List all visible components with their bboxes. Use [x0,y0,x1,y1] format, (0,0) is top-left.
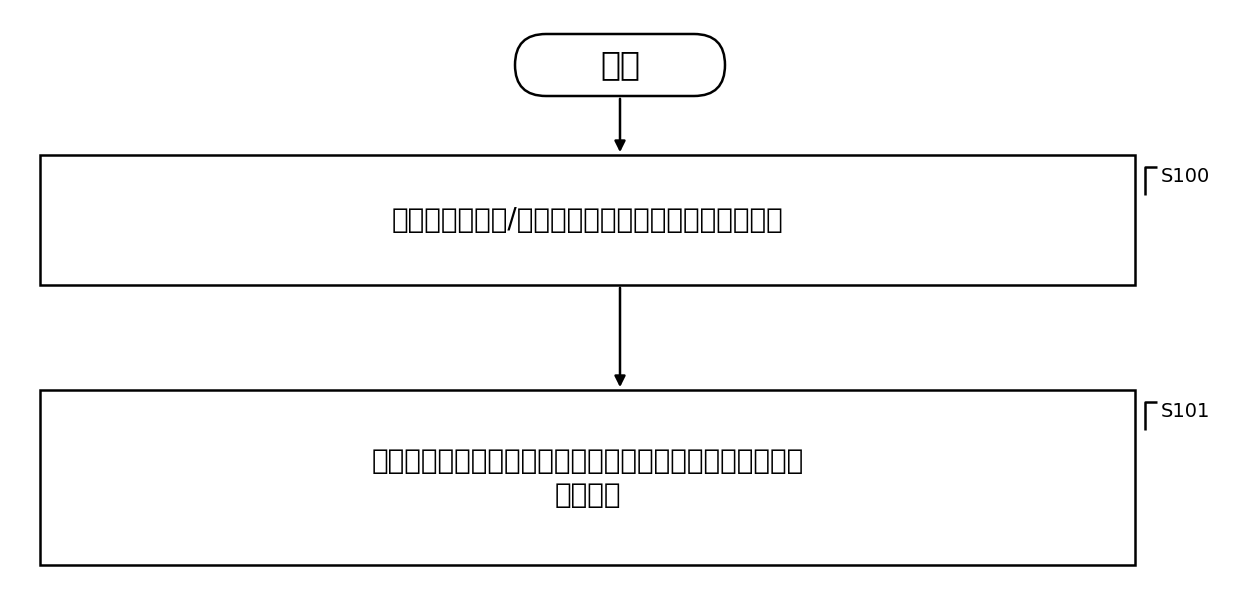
Text: 准输出值: 准输出值 [554,481,621,509]
Bar [40,155,1135,285]
FancyBboxPatch shape [515,34,725,96]
Text: S100: S100 [1161,167,1210,186]
Text: S101: S101 [1161,402,1210,421]
Bar [40,390,1135,565]
Text: 获取用于校准数/模转换器增益的控制信号的取值范围: 获取用于校准数/模转换器增益的控制信号的取值范围 [392,206,784,234]
Text: 开始: 开始 [600,49,640,81]
Text: 利用二分法处理所述取值范围并从中确定所述控制信号的校: 利用二分法处理所述取值范围并从中确定所述控制信号的校 [371,447,804,475]
